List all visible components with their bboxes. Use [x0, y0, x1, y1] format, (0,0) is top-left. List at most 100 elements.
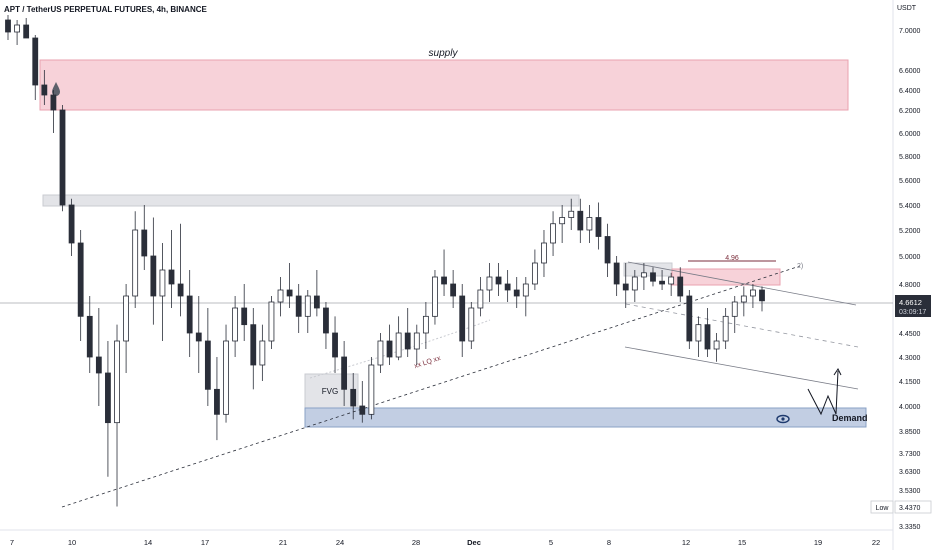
candle-up [304, 295, 311, 317]
candle-down [323, 307, 329, 334]
candle-up [368, 364, 375, 415]
price-tick-label: 5.0000 [899, 254, 921, 261]
candle-up [14, 24, 20, 33]
time-tick-label: 10 [68, 538, 76, 547]
candle-down [313, 295, 320, 309]
low-label: Low [876, 505, 890, 512]
eye-icon [776, 414, 790, 424]
candle-up [568, 210, 575, 218]
candle-down [341, 356, 348, 390]
fvg-label: FVG [322, 387, 338, 396]
resistance-zone[interactable] [42, 194, 580, 207]
candle-down [441, 276, 447, 285]
time-tick-label: 24 [336, 538, 344, 547]
time-axis[interactable]: 7 10 14 17 21 24 28 Dec 5 8 12 15 19 22 [10, 538, 880, 547]
price-tick-label: 3.7300 [899, 451, 921, 458]
countdown-timer: 03:09:17 [899, 309, 926, 316]
candle-down [659, 280, 665, 285]
candle-up [395, 332, 402, 358]
candle-down [5, 19, 11, 33]
candle-up [586, 217, 593, 231]
candle-up [559, 217, 566, 225]
candle-down [404, 332, 411, 350]
candle-down [495, 276, 502, 285]
price-tick-label: 5.4000 [899, 203, 921, 210]
price-tick-label: 6.0000 [899, 131, 921, 138]
candle-down [613, 262, 620, 285]
candle-up [522, 283, 529, 297]
supply-label: supply [429, 48, 459, 59]
level-496-label: 4.96 [725, 255, 739, 262]
candle-down [504, 283, 511, 291]
candle-down [23, 24, 30, 39]
candle-down [759, 289, 765, 302]
candle-down [386, 340, 393, 358]
candle-up [722, 315, 729, 342]
candle-down [95, 356, 102, 374]
candle-down [686, 295, 693, 342]
candle-down [168, 269, 175, 285]
candle-down [459, 295, 466, 342]
candle-down [177, 283, 184, 297]
price-tick-label: 4.8000 [899, 282, 921, 289]
candle-up [731, 301, 738, 317]
candle-down [595, 217, 602, 237]
candle-up [422, 315, 429, 334]
candle-down [650, 272, 656, 282]
candle-up [668, 276, 675, 285]
channel-marker: 2) [797, 263, 803, 270]
time-tick-label: 17 [201, 538, 209, 547]
currency-label: USDT [897, 5, 917, 12]
candle-down [105, 372, 111, 424]
candle-up [377, 340, 384, 366]
small-gray-zone[interactable] [623, 262, 673, 277]
time-tick-label: 15 [738, 538, 746, 547]
candle-down [59, 109, 66, 206]
price-tick-label: 5.2000 [899, 228, 921, 235]
candle-down [577, 210, 584, 231]
candle-down [68, 204, 75, 244]
candle-up [413, 332, 420, 350]
time-tick-label: 28 [412, 538, 420, 547]
small-supply-zone[interactable] [671, 268, 781, 286]
candle-down [195, 332, 202, 342]
supply-zone[interactable] [39, 59, 849, 111]
price-tick-label: 5.8000 [899, 154, 921, 161]
candle-up [159, 269, 166, 297]
candle-up [740, 295, 747, 303]
candle-down [77, 242, 84, 317]
price-tick-label: 6.6000 [899, 68, 921, 75]
low-value: 3.4370 [899, 505, 921, 512]
price-tick-label: 3.5300 [899, 488, 921, 495]
candle-down [50, 94, 57, 111]
candle-up [541, 242, 547, 264]
price-tick-label: 3.6300 [899, 469, 921, 476]
candle-down [204, 340, 211, 390]
low-value-box [894, 500, 932, 514]
channel-upper-line [627, 261, 857, 306]
candle-down [359, 405, 366, 415]
time-tick-label: 19 [814, 538, 822, 547]
candle-up [750, 289, 756, 297]
chart-title: APT / TetherUS PERPETUAL FUTURES, 4h, BI… [4, 5, 208, 14]
candle-up [641, 272, 647, 278]
projection-path [807, 370, 839, 416]
projection-arrow-icon [833, 368, 842, 376]
demand-zone[interactable] [304, 407, 867, 428]
candle-up [550, 223, 556, 244]
price-tick-label: 4.4500 [899, 331, 921, 338]
candle-up [477, 289, 484, 309]
channel-lower-line [624, 346, 859, 390]
time-tick-label: 14 [144, 538, 152, 547]
candles-group [5, 15, 765, 507]
price-tick-label: 7.0000 [899, 28, 921, 35]
candle-down [450, 283, 457, 297]
price-tick-label: 5.6000 [899, 178, 921, 185]
candle-down [295, 295, 302, 317]
price-axis[interactable]: 7.0000 6.6000 6.4000 6.2000 6.0000 5.8000 5.60… [899, 28, 921, 531]
candle-down [677, 276, 684, 297]
candle-up [123, 295, 129, 342]
drop-icon [52, 82, 60, 96]
